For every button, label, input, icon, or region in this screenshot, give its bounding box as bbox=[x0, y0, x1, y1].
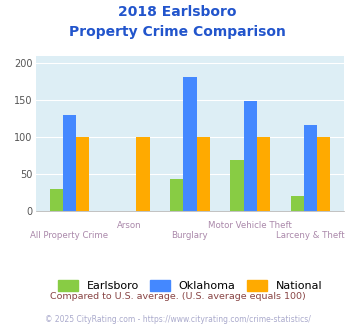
Text: © 2025 CityRating.com - https://www.cityrating.com/crime-statistics/: © 2025 CityRating.com - https://www.city… bbox=[45, 315, 310, 324]
Text: Arson: Arson bbox=[118, 220, 142, 229]
Bar bbox=[170, 180, 183, 211]
Bar bbox=[63, 115, 76, 211]
Bar bbox=[304, 125, 317, 211]
Text: All Property Crime: All Property Crime bbox=[31, 231, 109, 240]
Bar bbox=[244, 101, 257, 211]
Bar bbox=[290, 196, 304, 211]
Bar bbox=[50, 189, 63, 211]
Bar bbox=[76, 137, 89, 211]
Bar bbox=[136, 137, 149, 211]
Bar bbox=[257, 137, 270, 211]
Legend: Earlsboro, Oklahoma, National: Earlsboro, Oklahoma, National bbox=[53, 276, 327, 296]
Text: 2018 Earlsboro: 2018 Earlsboro bbox=[118, 5, 237, 19]
Bar bbox=[317, 137, 330, 211]
Text: Compared to U.S. average. (U.S. average equals 100): Compared to U.S. average. (U.S. average … bbox=[50, 292, 305, 301]
Text: Motor Vehicle Theft: Motor Vehicle Theft bbox=[208, 220, 292, 229]
Bar bbox=[197, 137, 210, 211]
Text: Larceny & Theft: Larceny & Theft bbox=[276, 231, 345, 240]
Text: Burglary: Burglary bbox=[171, 231, 208, 240]
Text: Property Crime Comparison: Property Crime Comparison bbox=[69, 25, 286, 39]
Bar bbox=[183, 77, 197, 211]
Bar bbox=[230, 160, 244, 211]
